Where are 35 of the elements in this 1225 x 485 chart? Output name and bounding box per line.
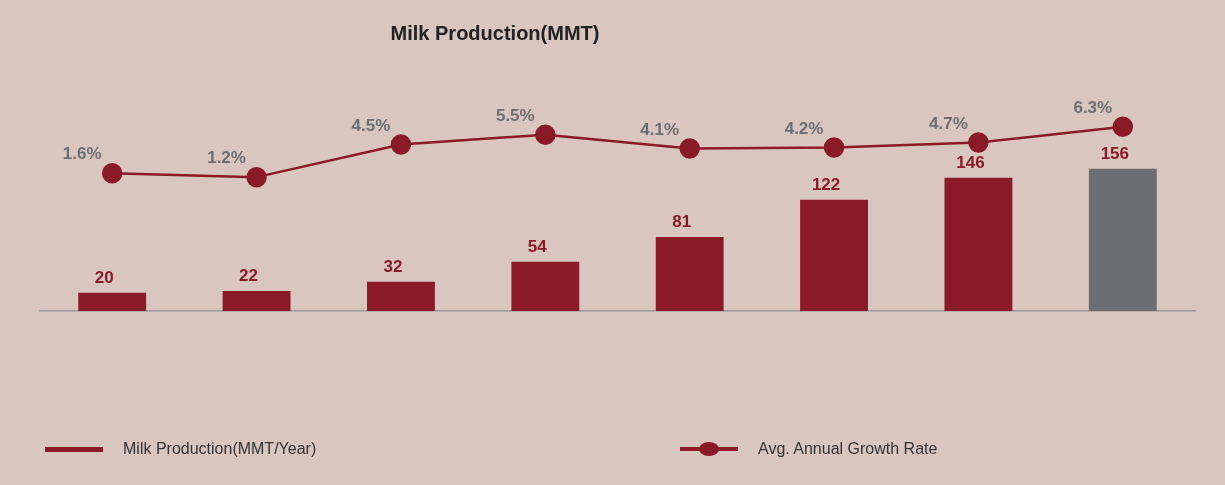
data-label: 4.5% [351, 115, 391, 135]
legend-label: Milk Production(MMT/Year) [123, 440, 317, 458]
chart-title: Milk Production(MMT) [389, 22, 601, 45]
point [390, 134, 412, 155]
bar [944, 177, 1013, 311]
data-label: 54 [527, 236, 548, 256]
bar [800, 199, 868, 311]
data-label: 22 [239, 266, 259, 286]
point [1112, 116, 1134, 138]
bar [655, 237, 724, 311]
data-label: 4.7% [929, 113, 968, 133]
data-label: 6.3% [1073, 97, 1113, 117]
bar [367, 281, 435, 311]
point [823, 137, 845, 158]
data-label: 4.1% [640, 119, 680, 139]
data-label: 5.5% [495, 105, 535, 125]
data-label: 4.2% [784, 118, 824, 138]
point [101, 162, 123, 184]
data-label: 1.6% [62, 144, 102, 164]
data-label: 122 [811, 174, 841, 194]
data-label: 146 [956, 152, 985, 172]
data-label: 1.2% [207, 148, 246, 168]
point [535, 124, 556, 145]
bar [78, 292, 147, 311]
bar [222, 290, 291, 311]
data-label: 32 [383, 256, 403, 276]
bar [511, 261, 580, 311]
bar [1088, 168, 1157, 311]
legend-label: Avg. Annual Growth Rate [758, 440, 938, 458]
data-label: 81 [672, 212, 692, 232]
point [679, 138, 700, 159]
data-label: 20 [94, 267, 114, 287]
data-label: 156 [1100, 143, 1129, 163]
point [968, 132, 989, 153]
point [246, 166, 267, 188]
